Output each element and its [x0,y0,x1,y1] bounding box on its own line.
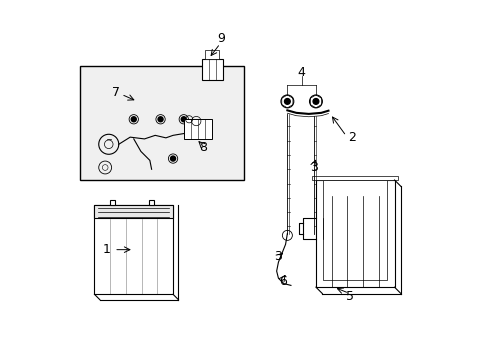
Bar [312,176,397,180]
Bar [110,200,115,205]
Bar [323,180,386,280]
Bar [80,66,244,180]
Text: 3: 3 [273,250,281,263]
Circle shape [284,99,290,104]
Bar [183,119,212,139]
Circle shape [181,117,186,122]
Bar [201,59,223,80]
Circle shape [170,156,175,161]
Text: 5: 5 [345,289,353,303]
Text: 7: 7 [112,86,120,99]
Text: 9: 9 [217,32,225,45]
Text: 1: 1 [103,243,111,256]
Circle shape [158,117,163,122]
Text: 4: 4 [297,66,305,79]
Circle shape [131,117,136,122]
Text: 8: 8 [199,141,207,154]
Bar [94,205,173,219]
Text: 6: 6 [279,275,286,288]
Bar [94,205,173,294]
Bar [205,50,219,59]
Bar [149,200,154,205]
Text: 3: 3 [309,161,318,174]
Bar [315,180,394,287]
Text: 2: 2 [347,131,355,144]
Circle shape [312,99,318,104]
